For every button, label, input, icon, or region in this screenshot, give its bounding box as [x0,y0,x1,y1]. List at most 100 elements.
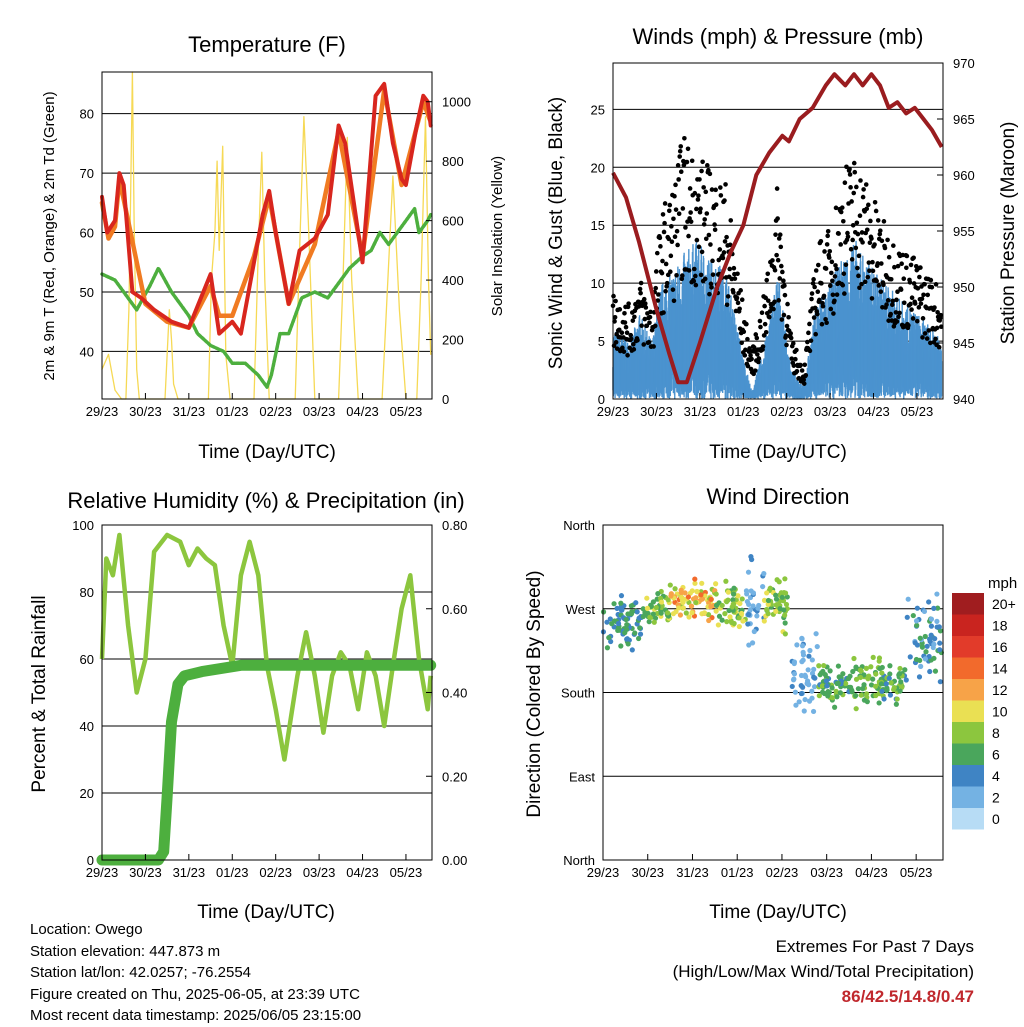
x-tick-label: 04/23 [346,865,379,880]
gust-point [866,202,871,208]
speed-legend-swatch [952,614,984,636]
speed-legend-swatch [952,722,984,744]
direction-point [765,601,771,607]
gust-point [885,237,890,243]
gust-point [675,163,681,168]
direction-point [902,667,908,673]
gust-point [775,216,780,221]
direction-point [857,674,864,681]
direction-point [851,655,857,662]
gust-point [717,247,723,252]
gust-point [646,340,652,345]
gust-point [778,244,784,250]
direction-point [806,653,812,659]
temperature-gridlines [102,113,432,352]
gust-point [727,266,733,272]
gust-point [753,332,759,337]
x-tick-label: 05/23 [390,404,423,419]
gust-point [917,274,922,280]
gust-point [798,362,803,368]
gust-point [843,262,849,268]
humidity-y2-tick-label: 0.00 [442,853,467,868]
direction-point [646,619,652,625]
gust-point [744,321,749,327]
gust-point [785,301,790,307]
gust-point [854,184,859,190]
gust-point [840,282,846,288]
direction-point [624,622,630,628]
direction-point [853,706,859,712]
direction-point [738,610,745,617]
gust-point [765,298,771,303]
gust-point [673,207,679,212]
direction-point [629,647,635,653]
gust-point [793,356,798,362]
gust-point [872,242,877,247]
gust-point [739,340,744,346]
gust-point [849,257,855,262]
temperature-series-dewpoint [100,206,433,389]
gust-point [839,205,845,210]
gust-point [807,321,812,327]
direction-point [926,599,932,605]
gust-point [829,259,835,265]
gust-point [670,287,676,292]
direction-point [713,602,720,608]
gust-point [894,297,899,303]
direction-point [879,688,885,694]
winds-y-tick-label: 10 [591,276,605,291]
gust-point [652,323,658,329]
gust-point [779,317,785,322]
direction-point [894,696,900,702]
direction-point [864,691,870,697]
direction-point [907,654,913,660]
gust-point [830,292,836,298]
humidity-ylabel: Percent & Total Rainfall [29,595,50,792]
gust-point [889,302,895,307]
direction-point [606,635,612,641]
direction-point [868,664,874,670]
direction-point [668,593,674,599]
gust-point [897,310,902,316]
gust-point [925,292,931,298]
direction-point [893,701,899,707]
direction-point [937,679,943,685]
winds-series [610,72,944,399]
gust-point [655,298,661,303]
gust-point [776,236,782,241]
gust-point [921,292,926,298]
direction-point [781,590,787,596]
gust-point [698,272,704,278]
direction-point [932,668,939,674]
direction-point [878,681,884,687]
gust-point [764,277,770,283]
gust-point [701,185,706,190]
gust-point [712,227,718,233]
gust-point [642,316,648,322]
direction-point [782,612,788,618]
gust-point [866,260,872,265]
speed-legend-label: 10 [992,704,1008,720]
temperature-y2-tick-label: 600 [442,214,464,229]
gust-point [619,330,625,335]
gust-point [758,324,763,330]
gust-point [631,341,636,347]
winds-y2-tick-label: 950 [953,280,975,295]
humidity-ticks: 0 20 40 60 80 100 0.00 0.20 0.40 0.60 0.80 29/23 30/… [72,518,467,880]
temperature-plot-frame [101,71,433,400]
winds-sonic-wind-series [612,240,943,399]
direction-point [904,614,910,620]
gust-point [904,265,909,271]
x-tick-label: 02/23 [770,404,803,419]
direction-point [937,640,943,646]
gust-point [653,285,659,291]
direction-point [609,621,615,627]
gust-point [894,319,900,324]
gust-point [789,356,795,361]
gust-point [663,261,669,267]
direction-point [816,663,822,669]
gust-point [666,236,672,242]
gust-point [763,330,769,335]
gust-point [697,209,703,215]
